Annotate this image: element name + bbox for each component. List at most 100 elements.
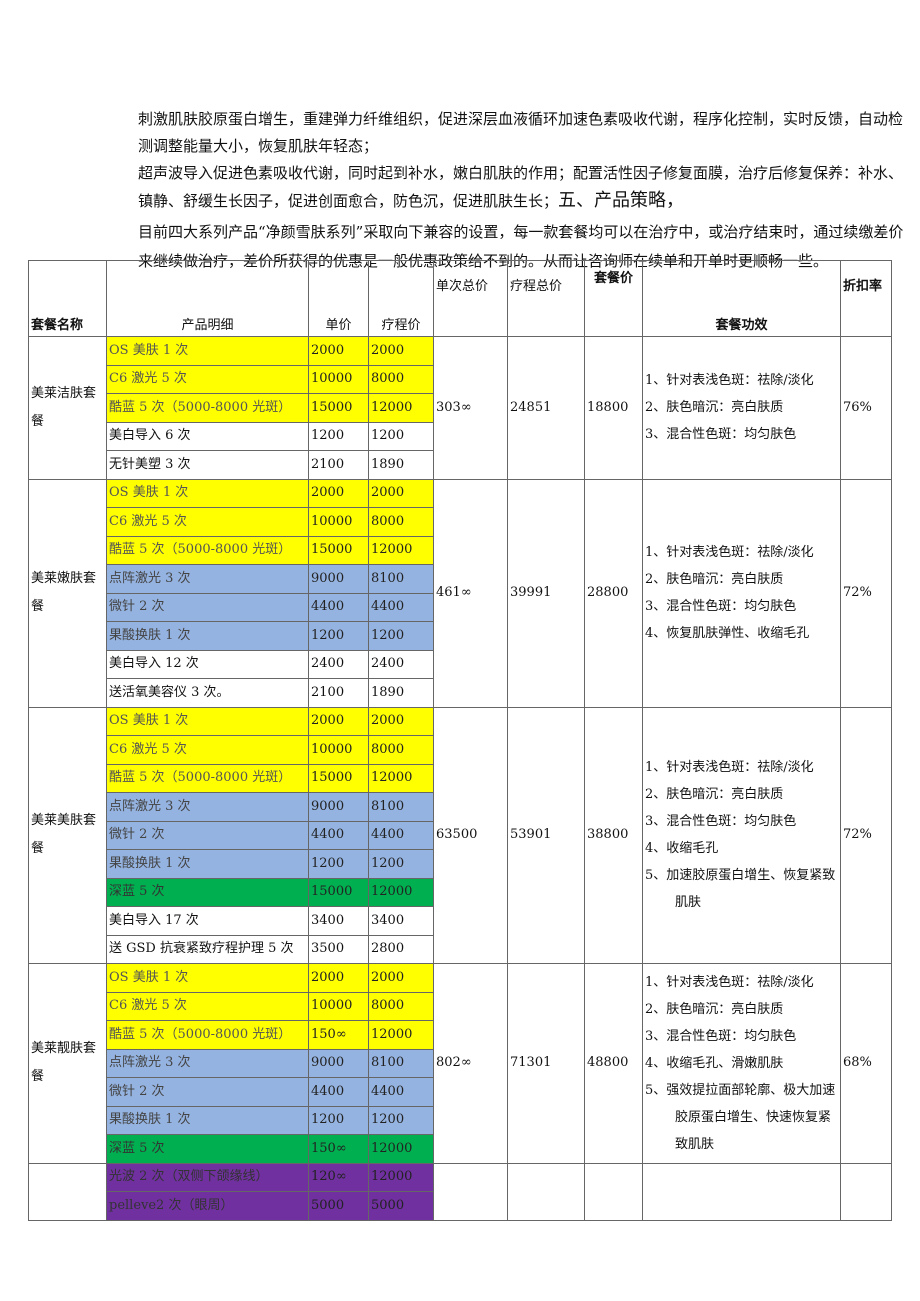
single-total: 63500 (433, 706, 508, 964)
course-price: 2000 (368, 336, 434, 366)
package-efficacy (642, 1162, 841, 1221)
course-price: 12000 (368, 763, 434, 793)
efficacy-item: 2、肤色暗沉：亮白肤质 (645, 400, 784, 416)
product-detail: OS 美肤 1 次 (106, 706, 309, 736)
efficacy-item: 2、肤色暗沉：亮白肤质 (645, 787, 784, 803)
section-heading: 五、产品策略， (558, 190, 685, 211)
course-price: 4400 (368, 592, 434, 622)
paragraph-text: 超声波导入促进色素吸收代谢，同时起到补水，嫩白肌肤的作用；配置活性因子修复面膜，… (138, 164, 904, 210)
unit-price: 9000 (308, 1048, 369, 1078)
course-total: 39991 (507, 478, 585, 708)
package-name: 美莱洁肤套餐 (28, 336, 107, 480)
efficacy-item: 5、加速胶原蛋白增生、恢复紧致肌肤 (645, 868, 836, 911)
efficacy-item: 4、收缩毛孔、滑嫩肌肤 (645, 1055, 784, 1071)
unit-price: 4400 (308, 592, 369, 622)
package-price: 18800 (584, 336, 643, 480)
package-name: 美莱美肤套餐 (28, 706, 107, 964)
efficacy-item: 3、混合性色斑：均匀肤色 (645, 814, 797, 830)
product-detail: 微针 2 次 (106, 820, 309, 850)
efficacy-item: 1、针对表浅色斑：祛除/淡化 (645, 373, 814, 389)
product-detail: 深蓝 5 次 (106, 1134, 309, 1164)
unit-price: 15000 (308, 763, 369, 793)
course-price: 1200 (368, 1105, 434, 1135)
course-price: 4400 (368, 1077, 434, 1107)
table-header-row: 套餐名称 产品明细 单价 疗程价 单次总价 疗程总价 套餐价 套餐功效 折扣率 (28, 260, 892, 337)
header-single-total: 单次总价 (433, 260, 508, 337)
table-row: 微针 2 次 4400 4400 (29, 592, 892, 622)
product-detail: 无针美塑 3 次 (106, 450, 309, 480)
unit-price: 150∞ (308, 1134, 369, 1164)
product-detail: 点阵激光 3 次 (106, 1048, 309, 1078)
unit-price: 2000 (308, 963, 369, 993)
table-row: 美莱嫩肤套餐 OS 美肤 1 次 2000 2000 461∞ 39991 28800 1、针… (28, 478, 892, 708)
product-detail: 酷蓝 5 次（5000-8000 光斑） (106, 393, 309, 423)
course-price: 2400 (368, 649, 434, 679)
efficacy-item: 1、针对表浅色斑：祛除/淡化 (645, 760, 814, 776)
product-detail: C6 激光 5 次 (106, 364, 309, 394)
unit-price: 4400 (308, 820, 369, 850)
unit-price: 9000 (308, 792, 369, 822)
table-row: pelleve2 次（眼周） 5000 5000 (29, 1191, 892, 1221)
package-price: 28800 (584, 478, 643, 708)
course-price: 8100 (368, 792, 434, 822)
product-detail: 美白导入 12 次 (106, 649, 309, 679)
unit-price: 120∞ (308, 1162, 369, 1192)
package-efficacy: 1、针对表浅色斑：祛除/淡化 2、肤色暗沉：亮白肤质 3、混合性色斑：均匀肤色 4、收… (642, 706, 841, 964)
table-row: 点阵激光 3 次 9000 8100 (29, 564, 892, 594)
unit-price: 15000 (308, 535, 369, 565)
package-name: 美莱嫩肤套餐 (28, 478, 107, 708)
unit-price: 2000 (308, 478, 369, 508)
course-price: 8000 (368, 991, 434, 1021)
product-detail: 微针 2 次 (106, 1077, 309, 1107)
unit-price: 2400 (308, 649, 369, 679)
course-price: 12000 (368, 1134, 434, 1164)
package-name: 美莱靓肤套餐 (28, 963, 107, 1164)
efficacy-item: 1、针对表浅色斑：祛除/淡化 (645, 974, 814, 990)
paragraph: 超声波导入促进色素吸收代谢，同时起到补水，嫩白肌肤的作用；配置活性因子修复面膜，… (138, 160, 906, 215)
unit-price: 3400 (308, 906, 369, 936)
unit-price: 15000 (308, 877, 369, 907)
table-row: 深蓝 5 次 15000 12000 (29, 877, 892, 907)
header-course-price: 疗程价 (368, 260, 434, 337)
table-row: 美莱洁肤套餐 OS 美肤 1 次 2000 2000 303∞ 24851 18800 1、针… (28, 336, 892, 480)
course-price: 8100 (368, 564, 434, 594)
unit-price: 5000 (308, 1191, 369, 1221)
header-product-detail: 产品明细 (106, 260, 309, 337)
table-row: 酷蓝 5 次（5000-8000 光斑） 15000 12000 (29, 535, 892, 565)
unit-price: 3500 (308, 934, 369, 964)
package-name (28, 1162, 107, 1221)
product-detail: 美白导入 6 次 (106, 421, 309, 451)
discount-rate: 72% (840, 478, 892, 708)
intro-text: 刺激肌肤胶原蛋白增生，重建弹力纤维组织，促进深层血液循环加速色素吸收代谢，程序化… (138, 106, 906, 276)
single-total: 303∞ (433, 336, 508, 480)
product-detail: 酷蓝 5 次（5000-8000 光斑） (106, 535, 309, 565)
unit-price: 2000 (308, 706, 369, 736)
header-discount: 折扣率 (840, 260, 892, 337)
package-efficacy: 1、针对表浅色斑：祛除/淡化 2、肤色暗沉：亮白肤质 3、混合性色斑：均匀肤色 4、收… (642, 963, 841, 1164)
course-price: 1890 (368, 450, 434, 480)
efficacy-item: 3、混合性色斑：均匀肤色 (645, 1028, 797, 1044)
discount-rate: 68% (840, 963, 892, 1164)
course-price: 1200 (368, 421, 434, 451)
course-total: 24851 (507, 336, 585, 480)
course-price: 2000 (368, 478, 434, 508)
product-detail: 点阵激光 3 次 (106, 564, 309, 594)
product-detail: C6 激光 5 次 (106, 507, 309, 537)
unit-price: 2100 (308, 678, 369, 708)
package-efficacy: 1、针对表浅色斑：祛除/淡化 2、肤色暗沉：亮白肤质 3、混合性色斑：均匀肤色 4、恢… (642, 478, 841, 708)
course-total: 53901 (507, 706, 585, 964)
table-row: 无针美塑 3 次 2100 1890 (29, 450, 892, 480)
table-row: 果酸换肤 1 次 1200 1200 (29, 621, 892, 651)
course-price: 3400 (368, 906, 434, 936)
efficacy-item: 2、肤色暗沉：亮白肤质 (645, 1001, 784, 1017)
table-row: 酷蓝 5 次（5000-8000 光斑） 15000 12000 (29, 763, 892, 793)
discount-rate: 72% (840, 706, 892, 964)
header-efficacy: 套餐功效 (642, 260, 841, 337)
product-detail: 微针 2 次 (106, 592, 309, 622)
course-price: 2800 (368, 934, 434, 964)
table-row: C6 激光 5 次 10000 8000 (29, 735, 892, 765)
product-detail: 酷蓝 5 次（5000-8000 光斑） (106, 763, 309, 793)
course-price: 4400 (368, 820, 434, 850)
product-detail: 送活氧美容仪 3 次。 (106, 678, 309, 708)
discount-rate: 76% (840, 336, 892, 480)
